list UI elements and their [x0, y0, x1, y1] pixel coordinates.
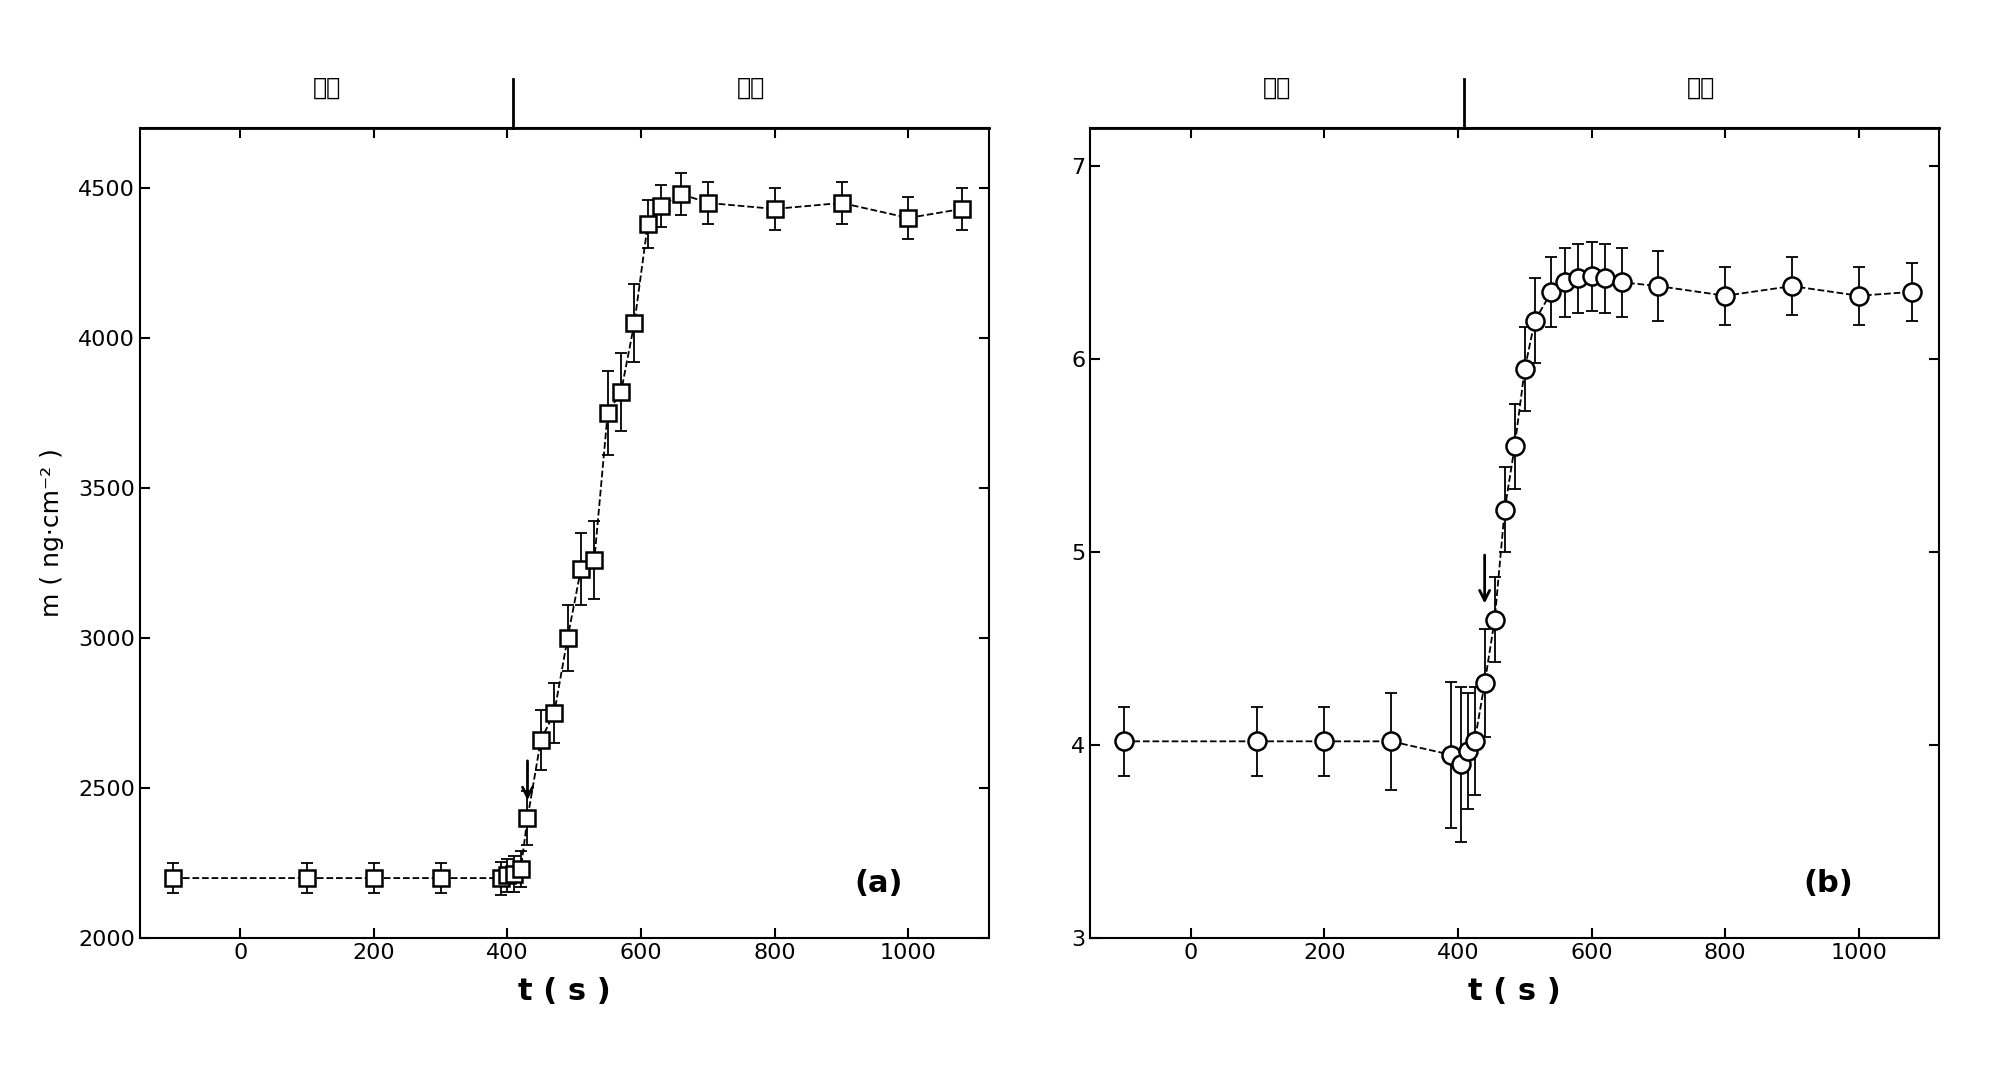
X-axis label: t ( s ): t ( s )	[1469, 976, 1560, 1006]
Text: (b): (b)	[1802, 869, 1852, 898]
Text: 流动: 流动	[312, 76, 340, 99]
Y-axis label: m ( ng·cm⁻² ): m ( ng·cm⁻² )	[40, 449, 64, 617]
X-axis label: t ( s ): t ( s )	[517, 976, 609, 1006]
Text: 流动: 流动	[1263, 76, 1291, 99]
Text: (a): (a)	[853, 869, 901, 898]
Text: 静止: 静止	[1686, 76, 1714, 99]
Text: 静止: 静止	[737, 76, 765, 99]
